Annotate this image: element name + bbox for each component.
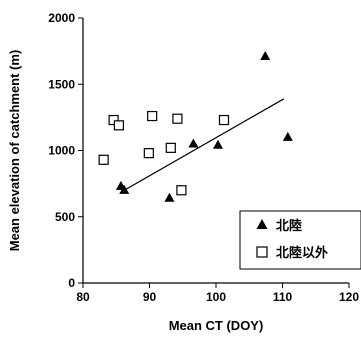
y-tick-label: 500: [55, 210, 75, 224]
triangle-point: [260, 51, 271, 61]
y-axis-title: Mean elevation of catchment (m): [7, 50, 22, 252]
legend-label-hokuriku: 北陸: [276, 218, 302, 234]
triangle-point: [212, 139, 223, 149]
square-point: [218, 114, 230, 126]
trendline-group: [123, 98, 285, 191]
square-point: [143, 148, 154, 159]
x-tick-label: 100: [206, 290, 226, 304]
square-point: [176, 185, 187, 196]
square-point: [113, 120, 125, 131]
square-point: [165, 142, 176, 153]
x-tick-label: 110: [273, 290, 293, 304]
square-point: [172, 113, 183, 124]
square-point: [108, 114, 119, 126]
x-tick-label: 80: [76, 290, 90, 304]
triangle-point: [164, 192, 175, 202]
triangle-point: [119, 184, 130, 194]
x-axis-title: Mean CT (DOY): [169, 318, 264, 333]
square-point: [147, 110, 158, 122]
y-tick-label: 1500: [48, 77, 75, 91]
triangle-point: [282, 131, 293, 141]
x-tick-label: 120: [339, 290, 359, 304]
legend-label-non-hokuriku: 北陸以外: [276, 245, 328, 261]
triangle-point: [188, 138, 199, 148]
x-tick-label: 90: [143, 290, 157, 304]
square-point: [98, 154, 109, 165]
y-tick-label: 2000: [48, 11, 75, 25]
trendline: [123, 98, 285, 191]
legend-marker-square: [256, 246, 268, 258]
legend-box: [239, 210, 361, 270]
y-tick-label: 1000: [48, 144, 75, 158]
y-tick-label: 0: [68, 276, 75, 290]
axis-ticks: 80 90 100 110 120 0 500 1000 1500 2000: [48, 11, 359, 304]
data-points: [98, 51, 293, 202]
legend-marker-triangle: [256, 219, 268, 229]
legend: 北陸 北陸以外: [239, 210, 361, 270]
